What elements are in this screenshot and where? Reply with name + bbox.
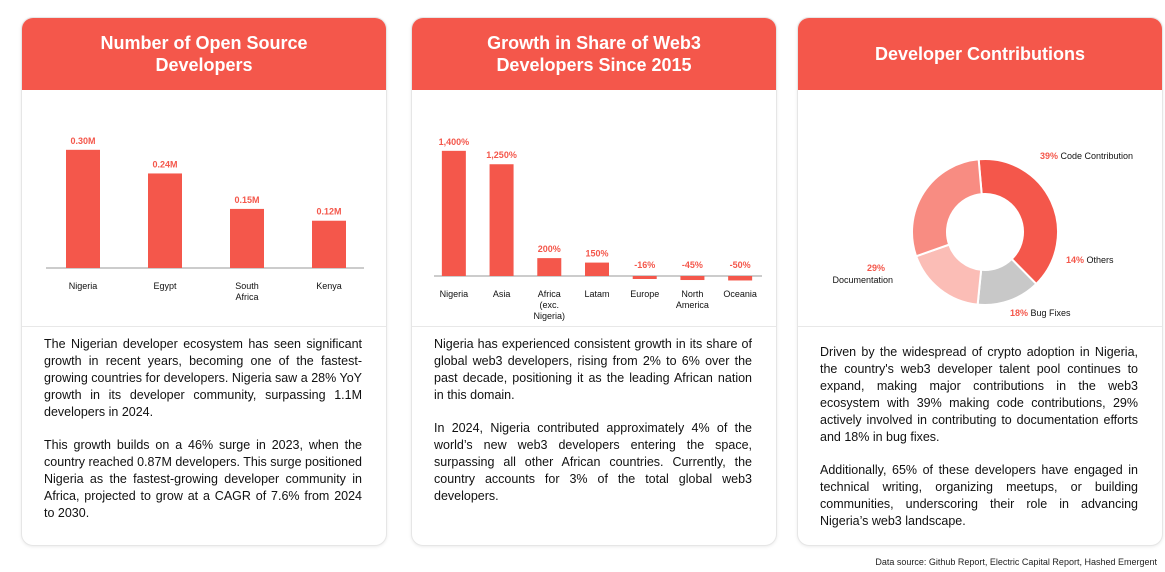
donut-slice bbox=[977, 158, 1059, 286]
bar bbox=[230, 208, 264, 268]
card-description: Nigeria has experienced consistent growt… bbox=[434, 336, 752, 521]
tick-label: North America bbox=[676, 289, 709, 310]
card-description: Driven by the widespread of crypto adopt… bbox=[820, 344, 1138, 545]
open-source-developers-card: Number of Open Source Developers 0.30M Ni… bbox=[21, 17, 387, 546]
card-title: Number of Open Source Developers bbox=[22, 18, 386, 90]
developers-bar-chart-svg: 0.30M Nigeria 0.24M Egypt 0.15M South Africa 0.… bbox=[46, 136, 364, 302]
data-label: 200% bbox=[538, 244, 561, 254]
bar bbox=[537, 258, 562, 276]
data-label: -45% bbox=[682, 260, 703, 270]
bar bbox=[632, 276, 657, 279]
data-label: 0.24M bbox=[152, 159, 177, 169]
tick-label: Nigeria bbox=[440, 289, 469, 299]
tick-label: Europe bbox=[630, 289, 659, 299]
divider bbox=[798, 326, 1162, 327]
slice-label: 14% Others bbox=[1066, 255, 1114, 265]
data-label: -50% bbox=[730, 260, 751, 270]
description-paragraph: Additionally, 65% of these developers ha… bbox=[820, 463, 1138, 528]
slice-label: 18% Bug Fixes bbox=[1010, 308, 1071, 318]
bar bbox=[441, 150, 466, 276]
description-paragraph: Driven by the widespread of crypto adopt… bbox=[820, 345, 1138, 444]
slice-label: 29% Documentation bbox=[832, 263, 893, 285]
donut-slice bbox=[911, 158, 983, 258]
web3-share-growth-card: Growth in Share of Web3 Developers Since… bbox=[411, 17, 777, 546]
tick-label: Nigeria bbox=[69, 281, 98, 291]
card-title: Developer Contributions bbox=[798, 18, 1162, 90]
developer-contributions-card: Developer Contributions 39% Code Contrib… bbox=[797, 17, 1163, 546]
tick-label: Latam bbox=[584, 289, 609, 299]
contributions-donut-chart: 39% Code Contribution 14% Others 18% Bug F… bbox=[798, 90, 1162, 326]
bar bbox=[148, 173, 182, 268]
web3-growth-bar-chart: 1,400% Nigeria 1,250% Asia 200% Africa (exc. Ni… bbox=[412, 90, 776, 326]
tick-label: South Africa bbox=[235, 281, 259, 302]
description-paragraph: In 2024, Nigeria contributed approximate… bbox=[434, 421, 752, 503]
bar bbox=[312, 220, 346, 268]
data-label: 0.15M bbox=[234, 195, 259, 205]
card-description: The Nigerian developer ecosystem has see… bbox=[44, 336, 362, 538]
data-label: 0.12M bbox=[316, 207, 341, 217]
divider bbox=[22, 326, 386, 327]
data-label: 1,250% bbox=[486, 150, 517, 160]
data-source-footnote: Data source: Github Report, Electric Cap… bbox=[875, 557, 1157, 567]
description-paragraph: Nigeria has experienced consistent growt… bbox=[434, 337, 752, 402]
card-title: Growth in Share of Web3 Developers Since… bbox=[412, 18, 776, 90]
contributions-donut-chart-svg: 39% Code Contribution 14% Others 18% Bug F… bbox=[832, 151, 1133, 318]
tick-label: Asia bbox=[493, 289, 511, 299]
description-paragraph: The Nigerian developer ecosystem has see… bbox=[44, 337, 362, 419]
data-label: -16% bbox=[634, 260, 655, 270]
bar bbox=[489, 164, 514, 276]
tick-label: Egypt bbox=[153, 281, 177, 291]
data-label: 0.30M bbox=[70, 136, 95, 146]
tick-label: Africa (exc. Nigeria) bbox=[534, 289, 566, 321]
web3-growth-bar-chart-svg: 1,400% Nigeria 1,250% Asia 200% Africa (exc. Ni… bbox=[434, 137, 762, 321]
bar bbox=[585, 262, 609, 276]
data-label: 150% bbox=[585, 249, 608, 259]
divider bbox=[412, 326, 776, 327]
bar bbox=[66, 149, 100, 268]
data-label: 1,400% bbox=[439, 137, 470, 147]
bar bbox=[728, 276, 753, 281]
bar bbox=[680, 276, 705, 281]
tick-label: Oceania bbox=[723, 289, 757, 299]
slice-label: 39% Code Contribution bbox=[1040, 151, 1133, 161]
description-paragraph: This growth builds on a 46% surge in 202… bbox=[44, 438, 363, 520]
developers-bar-chart: 0.30M Nigeria 0.24M Egypt 0.15M South Africa 0.… bbox=[22, 90, 386, 326]
tick-label: Kenya bbox=[316, 281, 342, 291]
